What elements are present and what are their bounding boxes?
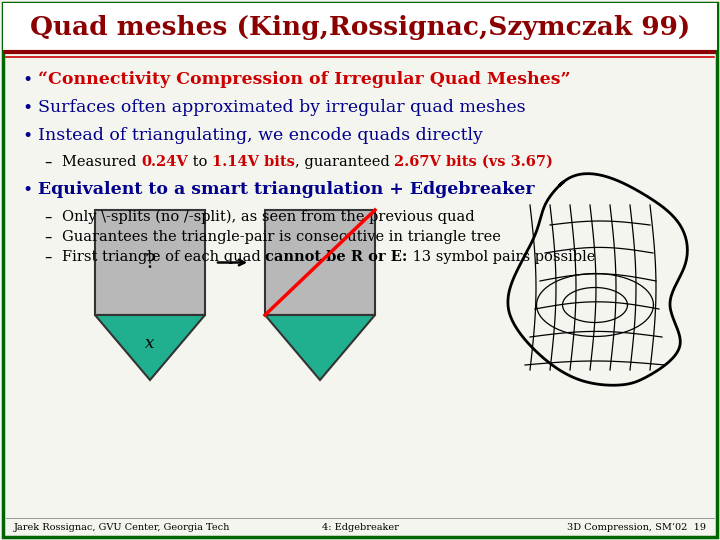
Text: “Connectivity Compression of Irregular Quad Meshes”: “Connectivity Compression of Irregular Q… [38,71,570,89]
Text: ?: ? [145,253,156,272]
Text: •: • [22,71,32,89]
Text: x: x [145,334,155,352]
Text: 3D Compression, SM’02  19: 3D Compression, SM’02 19 [567,523,706,532]
Text: –: – [44,154,51,170]
Text: , guaranteed: , guaranteed [294,155,394,169]
Polygon shape [265,315,375,380]
FancyBboxPatch shape [3,3,717,537]
Bar [265,210,375,315]
Text: –: – [44,230,51,245]
Text: Instead of triangulating, we encode quads directly: Instead of triangulating, we encode quad… [38,127,483,145]
Text: Equivalent to a smart triangulation + Edgebreaker: Equivalent to a smart triangulation + Ed… [38,181,535,199]
Text: Surfaces often approximated by irregular quad meshes: Surfaces often approximated by irregular… [38,99,526,117]
Polygon shape [95,315,205,380]
Text: First triangle of each quad: First triangle of each quad [62,250,266,264]
Text: 13 symbol pairs possible: 13 symbol pairs possible [408,250,595,264]
Text: cannot be R or E:: cannot be R or E: [266,250,408,264]
Bar [3,3,717,50]
Text: 4: Edgebreaker: 4: Edgebreaker [322,523,398,532]
Text: Only \-splits (no /-split), as seen from the previous quad: Only \-splits (no /-split), as seen from… [62,210,474,224]
Text: •: • [22,99,32,117]
Text: –: – [44,210,51,225]
Text: Measured: Measured [62,155,141,169]
Bar [95,210,205,315]
Text: Jarek Rossignac, GVU Center, Georgia Tech: Jarek Rossignac, GVU Center, Georgia Tec… [14,523,230,532]
Text: 2.67V bits (vs 3.67): 2.67V bits (vs 3.67) [394,155,553,169]
Text: 1.14V bits: 1.14V bits [212,155,294,169]
Text: •: • [22,127,32,145]
Text: to: to [188,155,212,169]
Text: Quad meshes (King,Rossignac,Szymczak 99): Quad meshes (King,Rossignac,Szymczak 99) [30,15,690,39]
Text: •: • [22,181,32,199]
Text: –: – [44,249,51,265]
Text: 0.24V: 0.24V [141,155,188,169]
Text: Guarantees the triangle-pair is consecutive in triangle tree: Guarantees the triangle-pair is consecut… [62,230,501,244]
